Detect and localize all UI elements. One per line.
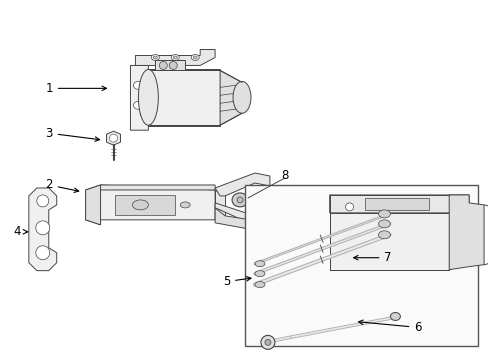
Polygon shape	[155, 60, 185, 71]
Polygon shape	[215, 173, 269, 196]
Ellipse shape	[378, 231, 389, 239]
Ellipse shape	[171, 54, 179, 60]
Ellipse shape	[132, 200, 148, 210]
Ellipse shape	[133, 81, 143, 89]
Text: 2: 2	[45, 179, 79, 192]
Polygon shape	[130, 66, 148, 130]
Ellipse shape	[169, 62, 177, 69]
Ellipse shape	[133, 101, 143, 109]
Ellipse shape	[378, 220, 389, 228]
Ellipse shape	[232, 193, 247, 207]
Polygon shape	[220, 71, 242, 125]
Ellipse shape	[173, 56, 177, 59]
Polygon shape	[85, 185, 215, 190]
Text: 1: 1	[45, 82, 106, 95]
Polygon shape	[135, 50, 215, 66]
Ellipse shape	[36, 221, 50, 235]
Ellipse shape	[264, 339, 270, 345]
Polygon shape	[215, 208, 269, 233]
Polygon shape	[215, 203, 269, 226]
Bar	[244, 185, 477, 346]
Ellipse shape	[345, 203, 353, 211]
Ellipse shape	[378, 210, 389, 218]
Polygon shape	[148, 71, 220, 125]
Text: 7: 7	[353, 251, 391, 264]
Ellipse shape	[254, 261, 264, 267]
Bar	[364, 198, 428, 210]
Polygon shape	[85, 185, 215, 225]
Ellipse shape	[138, 69, 158, 125]
Ellipse shape	[389, 312, 400, 320]
Polygon shape	[106, 131, 120, 145]
Ellipse shape	[153, 56, 157, 59]
Polygon shape	[448, 195, 483, 270]
Text: 3: 3	[45, 127, 100, 141]
Text: 8: 8	[281, 168, 288, 181]
Polygon shape	[29, 188, 57, 271]
Polygon shape	[115, 195, 175, 215]
Ellipse shape	[191, 54, 199, 60]
Text: 6: 6	[358, 320, 421, 334]
Polygon shape	[215, 190, 224, 220]
Ellipse shape	[254, 271, 264, 276]
Ellipse shape	[37, 195, 49, 207]
Ellipse shape	[193, 56, 197, 59]
Ellipse shape	[237, 197, 243, 203]
Ellipse shape	[109, 134, 117, 142]
Text: 5: 5	[222, 275, 250, 288]
Ellipse shape	[180, 202, 190, 208]
Ellipse shape	[233, 81, 250, 113]
Polygon shape	[329, 213, 448, 270]
Ellipse shape	[159, 62, 167, 69]
Ellipse shape	[261, 336, 274, 349]
Text: 4: 4	[13, 225, 27, 238]
Polygon shape	[85, 185, 101, 225]
Ellipse shape	[36, 246, 50, 260]
Polygon shape	[329, 195, 468, 213]
Ellipse shape	[151, 54, 159, 60]
Ellipse shape	[254, 282, 264, 288]
